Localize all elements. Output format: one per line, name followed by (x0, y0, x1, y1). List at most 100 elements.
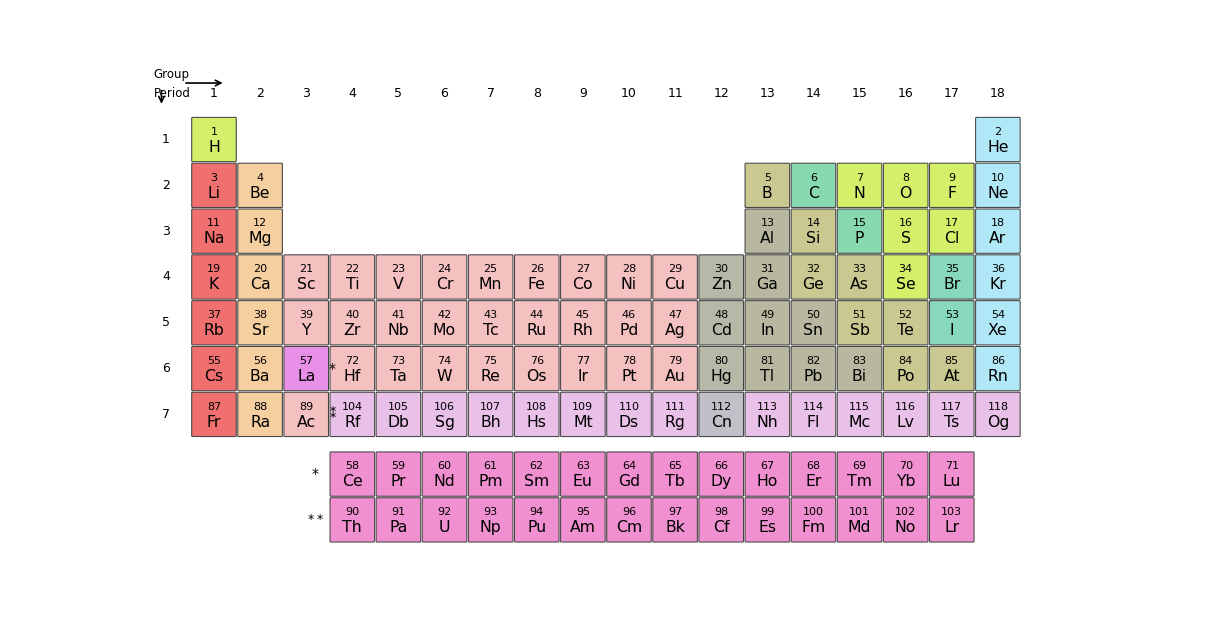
Text: Lv: Lv (897, 415, 915, 429)
FancyBboxPatch shape (699, 255, 743, 299)
Text: 36: 36 (991, 264, 1005, 274)
Text: Si: Si (806, 232, 821, 246)
Text: 90: 90 (346, 507, 359, 517)
Text: Ra: Ra (249, 415, 270, 429)
Text: 3: 3 (211, 172, 217, 182)
Text: 16: 16 (899, 218, 912, 228)
Text: I: I (950, 323, 954, 338)
FancyBboxPatch shape (192, 300, 236, 345)
FancyBboxPatch shape (699, 346, 743, 390)
Text: 66: 66 (715, 461, 728, 471)
Text: 114: 114 (803, 401, 824, 412)
Text: 40: 40 (346, 310, 359, 320)
FancyBboxPatch shape (376, 392, 421, 436)
FancyBboxPatch shape (376, 300, 421, 345)
Text: 5: 5 (161, 316, 170, 329)
Text: 1: 1 (210, 87, 218, 100)
Text: 18: 18 (991, 87, 1006, 100)
Text: Group: Group (154, 68, 189, 82)
Text: Br: Br (944, 278, 960, 292)
Text: Cm: Cm (616, 520, 642, 535)
Text: 12: 12 (713, 87, 729, 100)
FancyBboxPatch shape (560, 300, 605, 345)
Text: 29: 29 (668, 264, 682, 274)
Text: Gd: Gd (618, 475, 640, 489)
FancyBboxPatch shape (837, 392, 882, 436)
FancyBboxPatch shape (515, 498, 559, 542)
FancyBboxPatch shape (883, 452, 928, 496)
FancyBboxPatch shape (469, 346, 513, 390)
Text: Ga: Ga (757, 278, 778, 292)
FancyBboxPatch shape (929, 255, 974, 299)
Text: Es: Es (758, 520, 776, 535)
FancyBboxPatch shape (284, 346, 329, 390)
Text: 116: 116 (895, 401, 916, 412)
Text: Lu: Lu (942, 475, 960, 489)
Text: Fm: Fm (801, 520, 825, 535)
Text: N: N (853, 186, 865, 200)
Text: Pu: Pu (528, 520, 546, 535)
Text: 19: 19 (207, 264, 221, 274)
Text: Nb: Nb (388, 323, 410, 338)
FancyBboxPatch shape (192, 117, 236, 161)
Text: Bi: Bi (852, 369, 868, 384)
Text: 46: 46 (622, 310, 636, 320)
FancyBboxPatch shape (515, 255, 559, 299)
Text: 111: 111 (665, 401, 686, 412)
Text: Eu: Eu (572, 475, 593, 489)
Text: 109: 109 (572, 401, 593, 412)
FancyBboxPatch shape (837, 255, 882, 299)
Text: W: W (436, 369, 452, 384)
Text: 4: 4 (161, 271, 170, 283)
Text: 99: 99 (760, 507, 775, 517)
FancyBboxPatch shape (284, 392, 329, 436)
Text: Ba: Ba (249, 369, 270, 384)
Text: 3: 3 (302, 87, 310, 100)
FancyBboxPatch shape (330, 346, 375, 390)
FancyBboxPatch shape (376, 452, 421, 496)
Text: Na: Na (204, 232, 224, 246)
Text: Co: Co (572, 278, 593, 292)
Text: 72: 72 (345, 356, 359, 366)
Text: 107: 107 (480, 401, 501, 412)
FancyBboxPatch shape (422, 346, 466, 390)
Text: Hs: Hs (527, 415, 547, 429)
FancyBboxPatch shape (330, 452, 375, 496)
FancyBboxPatch shape (606, 392, 651, 436)
FancyBboxPatch shape (192, 392, 236, 436)
Text: Cf: Cf (713, 520, 729, 535)
FancyBboxPatch shape (469, 392, 513, 436)
Text: 38: 38 (253, 310, 268, 320)
Text: 2: 2 (161, 179, 170, 192)
Text: Ir: Ir (577, 369, 588, 384)
Text: 52: 52 (899, 310, 912, 320)
Text: Rn: Rn (987, 369, 1009, 384)
Text: Zr: Zr (343, 323, 362, 338)
Text: H: H (208, 140, 219, 155)
Text: 57: 57 (299, 356, 313, 366)
Text: V: V (393, 278, 404, 292)
Text: Mo: Mo (433, 323, 457, 338)
FancyBboxPatch shape (560, 346, 605, 390)
Text: Cu: Cu (665, 278, 686, 292)
Text: Sb: Sb (850, 323, 870, 338)
FancyBboxPatch shape (837, 300, 882, 345)
Text: Cs: Cs (205, 369, 224, 384)
FancyBboxPatch shape (606, 452, 651, 496)
FancyBboxPatch shape (976, 117, 1021, 161)
Text: Zn: Zn (711, 278, 731, 292)
Text: 5: 5 (764, 172, 771, 182)
FancyBboxPatch shape (883, 209, 928, 253)
Text: 71: 71 (945, 461, 959, 471)
Text: 75: 75 (483, 356, 498, 366)
FancyBboxPatch shape (237, 346, 282, 390)
Text: At: At (944, 369, 960, 384)
Text: C: C (807, 186, 819, 200)
FancyBboxPatch shape (469, 255, 513, 299)
FancyBboxPatch shape (745, 452, 789, 496)
Text: Ge: Ge (803, 278, 824, 292)
Text: 6: 6 (441, 87, 448, 100)
FancyBboxPatch shape (376, 346, 421, 390)
Text: Fl: Fl (807, 415, 821, 429)
FancyBboxPatch shape (422, 300, 466, 345)
